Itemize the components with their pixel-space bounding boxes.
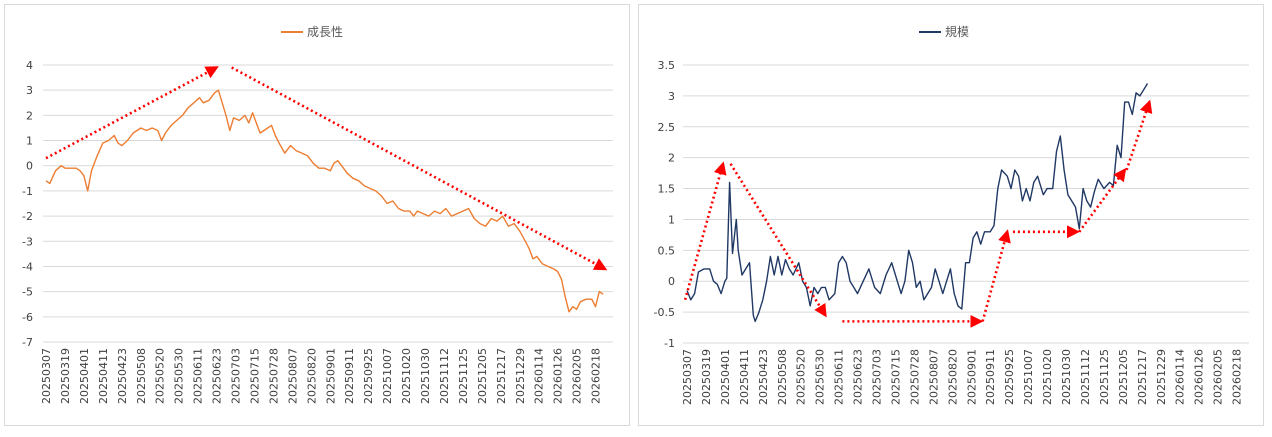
scale-trend-arrow xyxy=(683,161,727,301)
scale-x-tick-label: 20251007 xyxy=(1022,349,1035,405)
scale-y-tick-label: 0 xyxy=(668,275,675,288)
growth-x-tick-label: 20250901 xyxy=(324,348,337,404)
scale-x-tick-label: 20260205 xyxy=(1212,349,1225,405)
growth-x-tick-label: 20250925 xyxy=(362,348,375,404)
growth-x-tick-label: 20250703 xyxy=(230,348,243,404)
scale-x-tick-label: 20250530 xyxy=(814,349,827,405)
scale-x-tick-label: 20250623 xyxy=(852,349,865,405)
scale-y-tick-label: 2 xyxy=(668,152,675,165)
growth-x-tick-label: 20250807 xyxy=(286,348,299,404)
scale-x-tick-label: 20250401 xyxy=(719,349,732,405)
growth-x-tick-label: 20250319 xyxy=(59,348,72,404)
growth-trend-arrow xyxy=(45,66,219,160)
growth-y-tick-label: 4 xyxy=(26,59,33,72)
growth-y-tick-label: -4 xyxy=(22,260,33,273)
scale-y-tick-label: 3.5 xyxy=(658,59,676,72)
scale-x-tick-label: 20251229 xyxy=(1155,349,1168,405)
scale-series-line xyxy=(686,83,1149,323)
scale-y-tick-label: -0.5 xyxy=(654,306,675,319)
scale-x-tick-label: 20251030 xyxy=(1060,349,1073,405)
growth-x-tick-label: 20260114 xyxy=(533,348,546,404)
scale-x-tick-label: 20250307 xyxy=(681,349,694,405)
growth-x-tick-label: 20251217 xyxy=(495,348,508,404)
growth-x-tick-label: 20250820 xyxy=(305,348,318,404)
scale-x-tick-label: 20251112 xyxy=(1079,349,1092,405)
growth-trend-arrow xyxy=(231,66,608,271)
scale-x-tick-label: 20250411 xyxy=(738,349,751,405)
scale-x-tick-label: 20250715 xyxy=(889,349,902,405)
scale-x-tick-label: 20251217 xyxy=(1136,349,1149,405)
growth-y-tick-label: -7 xyxy=(22,336,33,349)
scale-y-tick-label: -1 xyxy=(664,337,675,350)
scale-x-tick-label: 20251205 xyxy=(1117,349,1130,405)
growth-y-tick-label: -6 xyxy=(22,311,33,324)
growth-x-tick-label: 20250611 xyxy=(192,348,205,404)
scale-x-tick-label: 20250901 xyxy=(965,349,978,405)
growth-y-tick-label: -1 xyxy=(22,185,33,198)
scale-trend-arrow xyxy=(981,229,1011,322)
scale-trend-arrow xyxy=(1125,99,1153,171)
scale-chart-panel: 3.5 3 2.5 2 1.5 1 0.5 0 -0.5 -1 20250307 20250319 20… xyxy=(638,4,1264,426)
growth-x-tick-label: 20251125 xyxy=(457,348,470,404)
growth-x-tick-label: 20251229 xyxy=(514,348,527,404)
growth-y-tick-label: -5 xyxy=(22,286,33,299)
growth-x-tick-label: 20260126 xyxy=(552,348,565,404)
growth-y-tick-label: -2 xyxy=(22,210,33,223)
growth-y-tick-label: 1 xyxy=(26,135,33,148)
growth-x-tick-label: 20251007 xyxy=(381,348,394,404)
growth-chart-panel: 4 3 2 1 0 -1 -2 -3 -4 -5 -6 -7 20250307 20250319 20250… xyxy=(4,4,630,426)
scale-x-tick-label: 20250911 xyxy=(984,349,997,405)
scale-x-tick-label: 20251125 xyxy=(1098,349,1111,405)
scale-trend-arrow xyxy=(729,163,827,318)
growth-series-line xyxy=(45,89,604,313)
scale-x-tick-label: 20260126 xyxy=(1193,349,1206,405)
scale-x-tick-label: 20251020 xyxy=(1041,349,1054,405)
growth-x-tick-label: 20250423 xyxy=(116,348,129,404)
growth-y-tick-label: 2 xyxy=(26,109,33,122)
growth-x-tick-label: 20250911 xyxy=(343,348,356,404)
scale-chart: 3.5 3 2.5 2 1.5 1 0.5 0 -0.5 -1 20250307 20250319 20… xyxy=(654,24,1249,405)
growth-x-tick-label: 20250401 xyxy=(78,348,91,404)
growth-x-tick-label: 20251205 xyxy=(476,348,489,404)
scale-x-tick-label: 20250807 xyxy=(927,349,940,405)
scale-x-tick-label: 20250319 xyxy=(700,349,713,405)
growth-x-tick-label: 20251030 xyxy=(419,348,432,404)
scale-x-tick-label: 20250423 xyxy=(757,349,770,405)
growth-x-tick-label: 20250411 xyxy=(97,348,110,404)
scale-x-tick-label: 20250820 xyxy=(946,349,959,405)
scale-x-tick-label: 20250611 xyxy=(833,349,846,405)
scale-y-tick-label: 1 xyxy=(668,213,675,226)
growth-x-tick-label: 20251112 xyxy=(438,348,451,404)
growth-x-tick-label: 20250530 xyxy=(173,348,186,404)
growth-x-tick-label: 20250307 xyxy=(40,348,53,404)
scale-x-tick-label: 20250925 xyxy=(1003,349,1016,405)
growth-x-tick-label: 20250520 xyxy=(154,348,167,404)
scale-x-tick-label: 20260114 xyxy=(1174,349,1187,405)
growth-x-tick-label: 20260218 xyxy=(590,348,603,404)
growth-x-tick-label: 20260205 xyxy=(571,348,584,404)
growth-x-tick-label: 20250715 xyxy=(248,348,261,404)
scale-y-tick-label: 0.5 xyxy=(658,244,676,257)
scale-x-tick-label: 20250703 xyxy=(871,349,884,405)
scale-y-tick-label: 1.5 xyxy=(658,183,676,196)
scale-y-tick-label: 3 xyxy=(668,90,675,103)
growth-y-tick-label: 3 xyxy=(26,84,33,97)
scale-x-tick-label: 20250728 xyxy=(908,349,921,405)
growth-chart: 4 3 2 1 0 -1 -2 -3 -4 -5 -6 -7 20250307 20250319 20250… xyxy=(22,25,613,404)
scale-y-tick-label: 2.5 xyxy=(658,121,676,134)
growth-y-tick-label: 0 xyxy=(26,160,33,173)
growth-x-tick-label: 20251020 xyxy=(400,348,413,404)
growth-legend-label: 成長性 xyxy=(307,25,343,39)
scale-x-tick-label: 20260218 xyxy=(1231,349,1244,405)
scale-x-tick-label: 20250508 xyxy=(776,349,789,405)
scale-legend-label: 規模 xyxy=(945,24,969,39)
scale-x-tick-label: 20250520 xyxy=(795,349,808,405)
growth-x-tick-label: 20250623 xyxy=(211,348,224,404)
growth-x-tick-label: 20250728 xyxy=(267,348,280,404)
growth-x-tick-label: 20250508 xyxy=(135,348,148,404)
growth-y-tick-label: -3 xyxy=(22,235,33,248)
